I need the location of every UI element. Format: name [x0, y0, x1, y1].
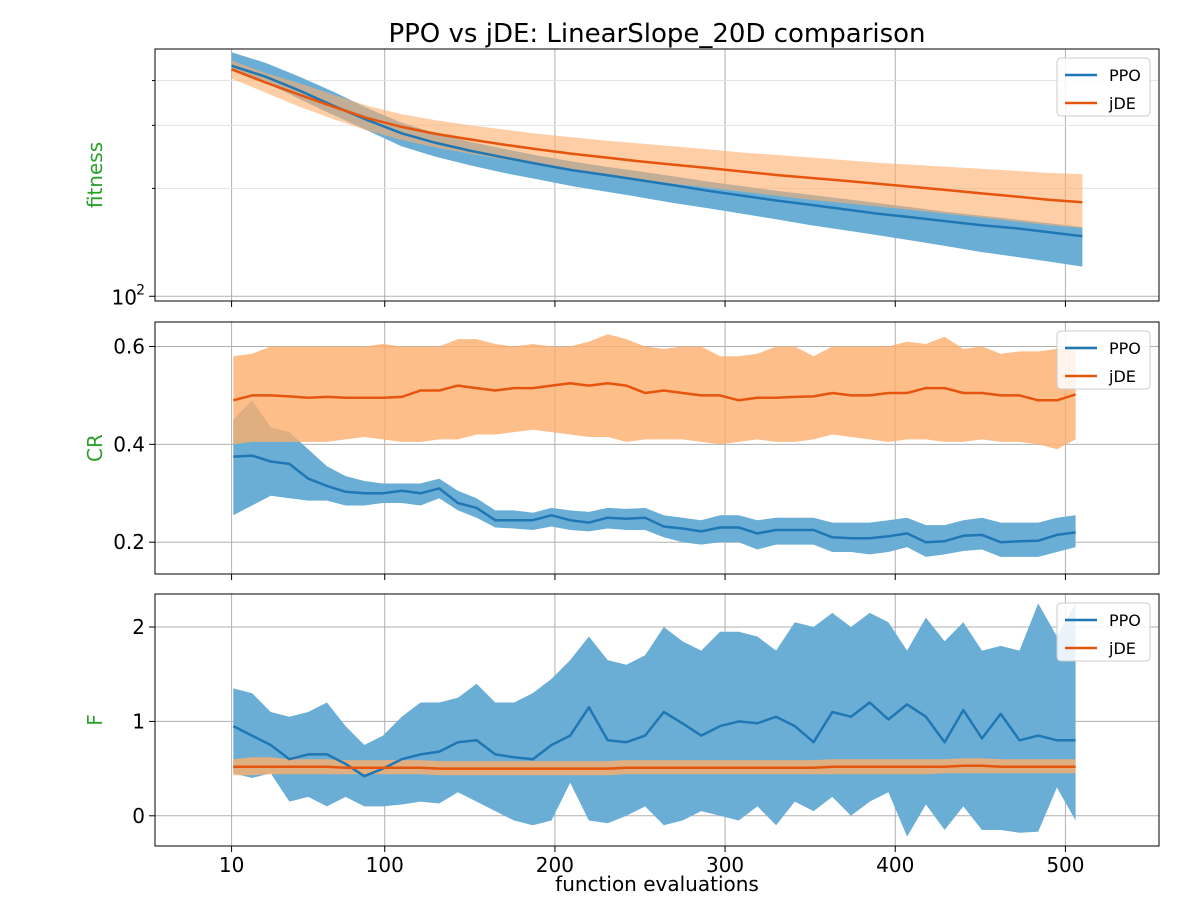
- legend-label-jde: jDE: [1108, 94, 1136, 113]
- y-tick-label: 1: [132, 709, 145, 733]
- data-layer: [232, 334, 1076, 557]
- axes-frame: [154, 593, 1160, 847]
- y-tick-label: 0.4: [113, 432, 145, 456]
- legend-label-jde: jDE: [1108, 639, 1136, 658]
- y-tick-label: 2: [132, 615, 145, 639]
- x-tick-label: 10: [219, 853, 244, 877]
- legend-box: [1056, 57, 1151, 117]
- x-tick-label: 100: [366, 853, 404, 877]
- chart-title: PPO vs jDE: LinearSlope_20D comparison: [388, 19, 925, 49]
- y-axis-label: fitness: [83, 142, 107, 208]
- line-jde: [233, 764, 1076, 770]
- x-tick-label: 500: [1046, 853, 1084, 877]
- line-ppo: [232, 701, 1076, 778]
- legend: PPO jDE: [1056, 602, 1151, 662]
- axes-frame: [154, 321, 1160, 575]
- legend-label-ppo: PPO: [1109, 339, 1141, 358]
- y-tick-label: 0.6: [113, 334, 145, 358]
- legend: PPO jDE: [1056, 330, 1151, 390]
- panel-f: 0 1 2 F PPO jDE: [83, 593, 1160, 852]
- legend-label-jde: jDE: [1108, 367, 1136, 386]
- panel-cr: 0.2 0.4 0.6 CR PPO jDE: [83, 321, 1160, 580]
- axes-frame: [154, 48, 1160, 302]
- legend-label-ppo: PPO: [1109, 66, 1141, 85]
- y-tick-label: 10: [112, 285, 137, 309]
- panel-fitness: 10 2 fitness PPO jDE: [83, 48, 1160, 309]
- legend-box: [1056, 602, 1151, 662]
- band-ppo: [233, 603, 1076, 837]
- x-tick-label: 400: [876, 853, 914, 877]
- band-jde: [231, 60, 1083, 229]
- data-layer: [231, 52, 1083, 267]
- band-ppo: [233, 400, 1076, 557]
- y-axis-label: F: [83, 714, 107, 726]
- y-tick-label: 0.2: [113, 530, 145, 554]
- y-axis-label: CR: [83, 434, 107, 462]
- y-tick-label: 0: [132, 804, 145, 828]
- x-tick-label: 200: [536, 853, 574, 877]
- legend-label-ppo: PPO: [1109, 611, 1141, 630]
- x-tick-label: 300: [706, 853, 744, 877]
- line-ppo: [233, 454, 1076, 544]
- y-tick-label-exponent: 2: [136, 282, 145, 298]
- x-axis-label: function evaluations: [555, 872, 759, 896]
- line-jde: [232, 381, 1076, 402]
- data-layer: [232, 603, 1076, 837]
- band-jde: [233, 757, 1076, 776]
- legend-box: [1056, 330, 1151, 390]
- line-jde: [231, 68, 1083, 204]
- legend: PPO jDE: [1056, 57, 1151, 117]
- line-ppo: [231, 64, 1083, 238]
- chart-panels: 10 2fitnessPPOjDE0.20.40.6CRPPOjDE012FPPO…: [83, 48, 1160, 877]
